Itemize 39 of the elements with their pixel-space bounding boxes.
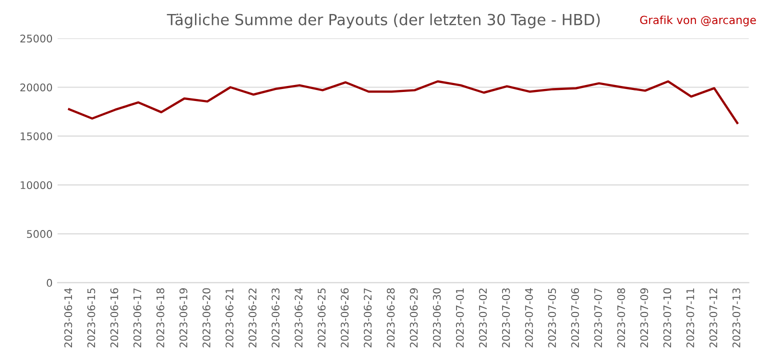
x-tick-label: 2023-07-02 (478, 288, 487, 348)
x-tick-label: 2023-06-27 (364, 288, 372, 348)
y-tick-label: 5000 (27, 230, 52, 238)
x-tick-label: 2023-07-03 (502, 288, 510, 348)
x-tick-label: 2023-07-09 (640, 288, 648, 348)
chart-title: Tägliche Summe der Payouts (der letzten 30 Tage - HBD) (166, 14, 600, 28)
x-tick-label: 2023-07-13 (732, 288, 740, 348)
text: Grafik von @arcange (640, 16, 756, 26)
y-tick-label: 15000 (20, 132, 52, 140)
x-tick-label: 2023-06-28 (386, 288, 395, 348)
x-tick-label: 2023-07-07 (594, 288, 602, 348)
line-series (68, 80, 738, 124)
x-tick-label: 2023-06-25 (318, 288, 326, 348)
x-tick-label: 2023-07-11 (686, 288, 694, 348)
x-tick-label: 2023-06-19 (179, 288, 188, 348)
x-tick-label: 2023-07-04 (525, 288, 533, 348)
x-tick-label: 2023-06-18 (156, 288, 164, 348)
y-tick-label: 0 (46, 278, 52, 287)
x-tick-label: 2023-07-06 (571, 288, 580, 348)
x-tick-label: 2023-06-20 (202, 288, 210, 348)
x-tick-label: 2023-07-01 (456, 288, 464, 348)
x-tick-label: 2023-06-26 (340, 288, 349, 348)
y-tick-label: 10000 (20, 181, 52, 190)
x-tick-label: 2023-07-05 (548, 288, 556, 348)
x-tick-label: 2023-06-22 (248, 288, 256, 348)
x-tick-label: 2023-06-21 (226, 288, 234, 348)
x-tick-label: 2023-06-17 (133, 288, 142, 348)
x-tick-label: 2023-07-10 (663, 288, 672, 348)
x-tick-label: 2023-06-29 (410, 288, 418, 348)
x-tick-label: 2023-06-15 (87, 288, 96, 348)
x-tick-label: 2023-06-24 (294, 288, 303, 348)
x-tick-label: 2023-06-16 (110, 288, 118, 348)
x-tick-label: 2023-06-30 (432, 288, 441, 348)
x-tick-label: 2023-07-12 (709, 288, 718, 348)
y-tick-label: 20000 (20, 83, 52, 92)
x-tick-label: 2023-06-14 (64, 288, 72, 348)
x-tick-label: 2023-07-08 (617, 288, 626, 348)
y-tick-label: 25000 (20, 34, 52, 42)
x-tick-label: 2023-06-23 (272, 288, 280, 348)
